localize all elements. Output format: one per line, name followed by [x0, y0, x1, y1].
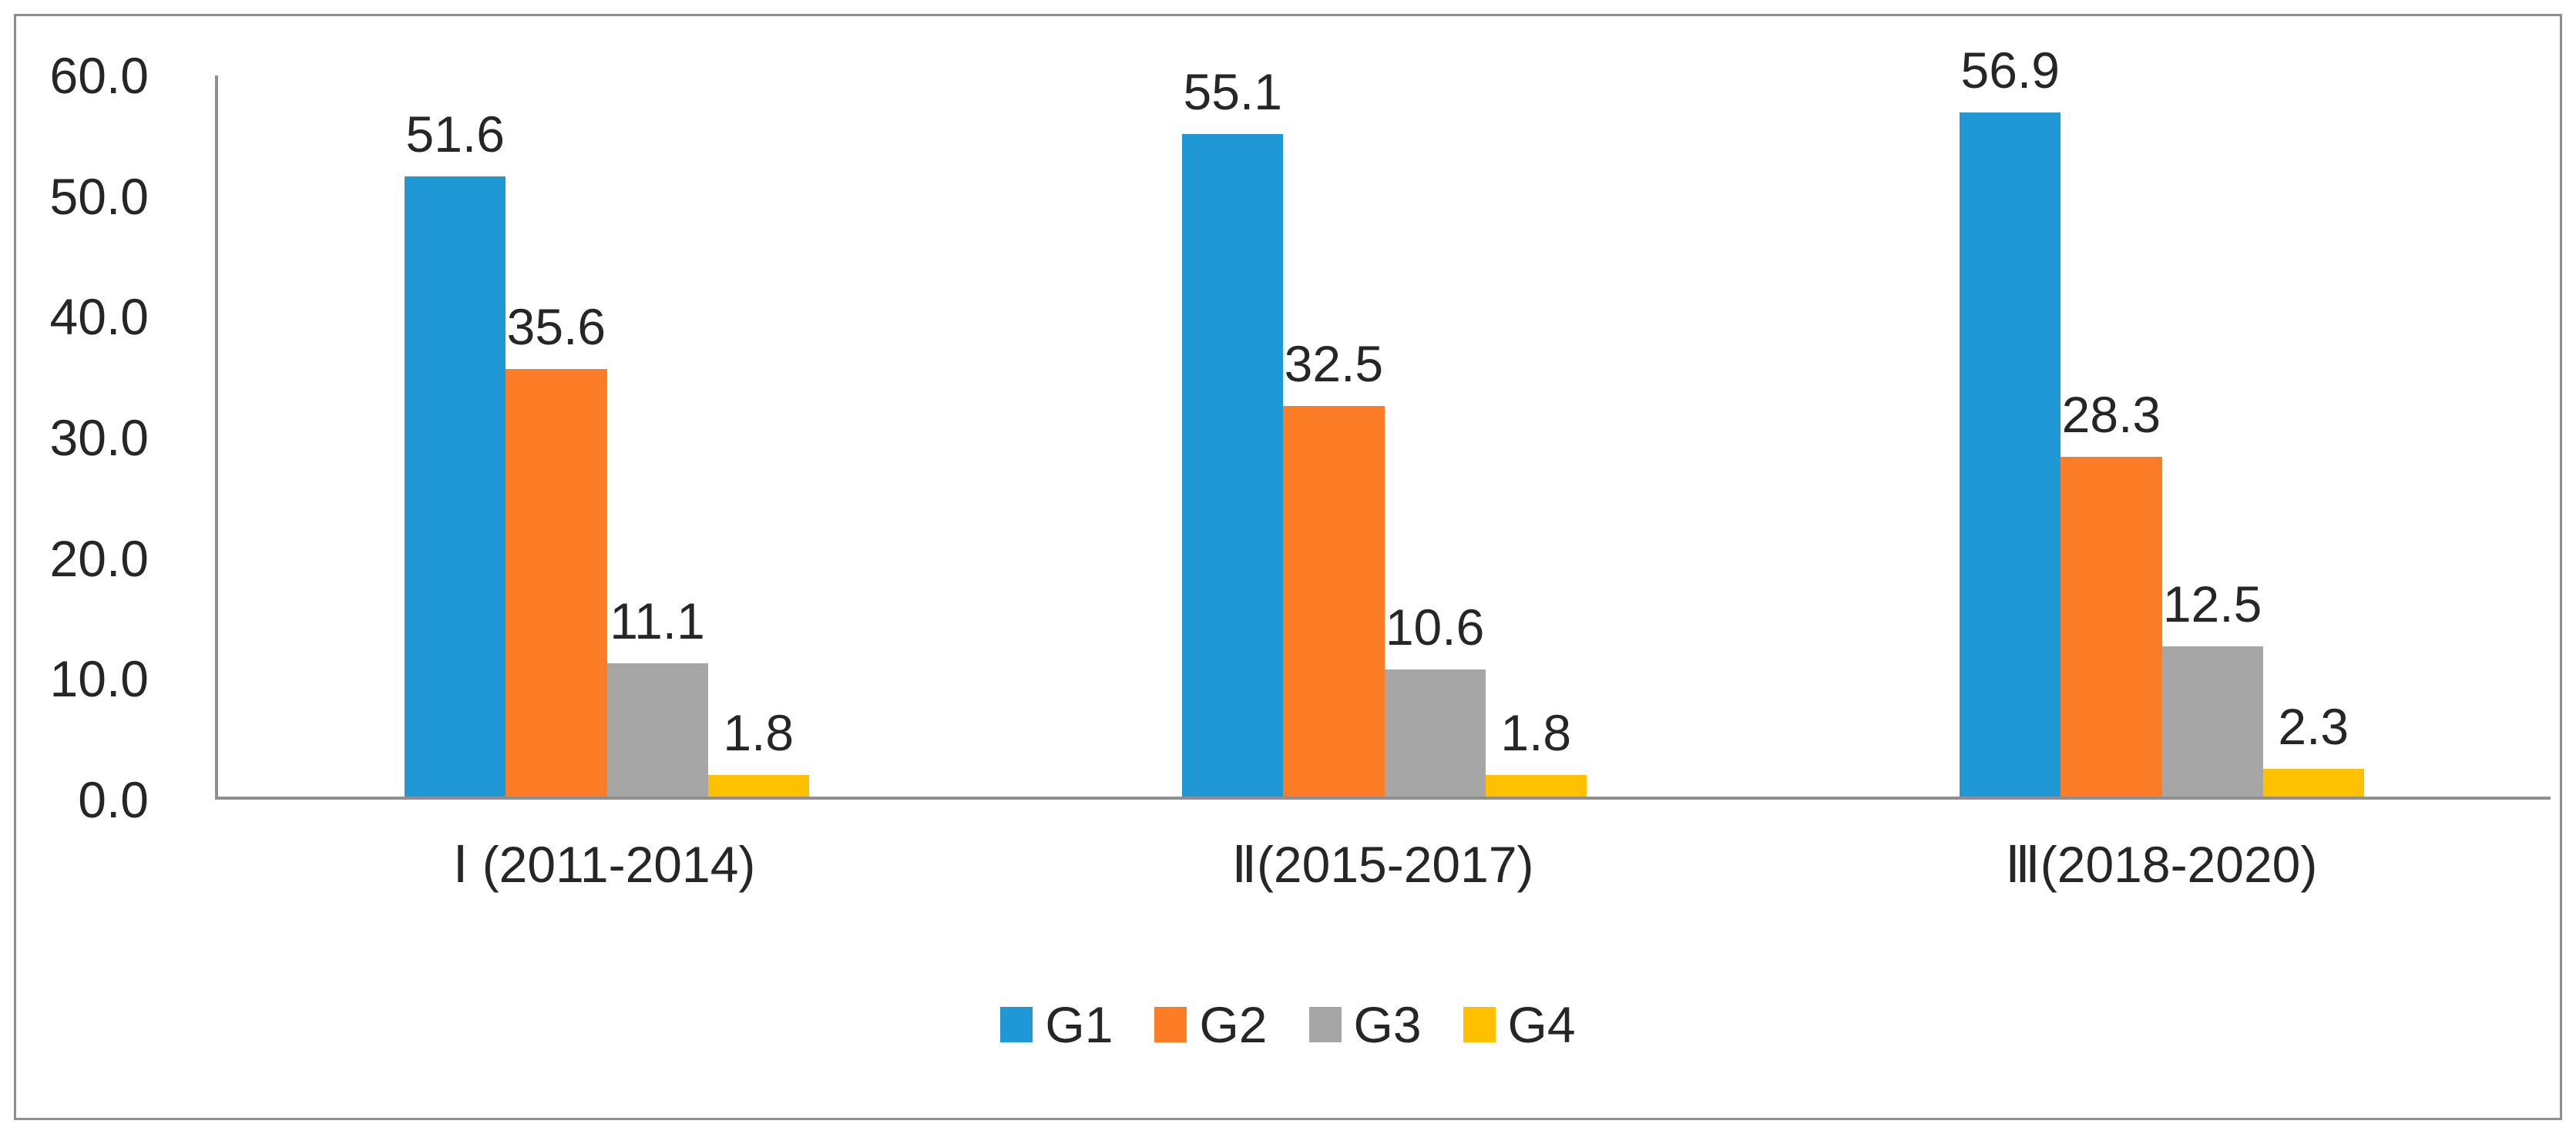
legend-item-g2: G2: [1154, 996, 1268, 1053]
legend-item-g3: G3: [1308, 996, 1422, 1053]
legend-label: G3: [1353, 996, 1422, 1053]
bar-g4-cat2: 1.8: [1485, 707, 1587, 797]
bar-value-label: 51.6: [405, 106, 505, 163]
bar-group-1: 51.6 35.6 11.1 1.8: [218, 75, 996, 797]
y-tick-label: 10.0: [49, 650, 149, 708]
legend-label: G1: [1045, 996, 1113, 1053]
bar-g4-cat3: 2.3: [2262, 701, 2364, 797]
bar-g3-cat2: 10.6: [1384, 602, 1486, 797]
bar-g3-cat1: 11.1: [606, 596, 708, 797]
bar-value-label: 1.8: [723, 703, 794, 761]
legend-label: G4: [1507, 996, 1576, 1053]
chart-figure: 60.0 50.0 40.0 30.0 20.0 10.0 0.0 51.6 35.6 11.1…: [14, 14, 2562, 1120]
category-label-3: Ⅲ(2018-2020): [2005, 836, 2318, 893]
bar-g1-cat2: 55.1: [1182, 66, 1284, 797]
y-tick-label: 0.0: [78, 771, 149, 828]
legend: G1 G2 G3 G4: [16, 999, 2560, 1050]
plot-area: 51.6 35.6 11.1 1.8 55.1 32.5 10.6 1.8 56.9 28.3 12…: [215, 45, 2551, 800]
bar-g4-cat1: 1.8: [707, 707, 809, 797]
bar-value-label: 56.9: [1960, 42, 2060, 99]
bar-g1-cat1: 51.6: [405, 109, 506, 797]
bar-value-label: 11.1: [610, 592, 705, 649]
bar-value-label: 35.6: [506, 297, 606, 355]
bar-value-label: 10.6: [1385, 598, 1485, 656]
bar-value-label: 28.3: [2061, 385, 2161, 443]
bar-value-label: 2.3: [2278, 698, 2349, 756]
bar-g2-cat1: 35.6: [505, 301, 607, 797]
y-tick-label: 60.0: [49, 47, 149, 104]
x-axis: Ⅰ (2011-2014) Ⅱ(2015-2017) Ⅲ(2018-2020): [215, 836, 2551, 894]
bar-g1-cat3: 56.9: [1960, 45, 2061, 797]
legend-swatch-g4: [1463, 1007, 1496, 1042]
legend-swatch-g1: [1000, 1007, 1033, 1042]
y-tick-label: 50.0: [49, 167, 149, 225]
y-tick-label: 40.0: [49, 288, 149, 346]
legend-label: G2: [1199, 996, 1268, 1053]
bar-value-label: 55.1: [1183, 63, 1282, 121]
y-tick-label: 20.0: [49, 529, 149, 587]
bar-group-3: 56.9 28.3 12.5 2.3: [1773, 45, 2551, 797]
legend-item-g1: G1: [1000, 999, 1113, 1050]
category-label-2: Ⅱ(2015-2017): [1231, 836, 1534, 893]
legend-swatch-g2: [1154, 1007, 1187, 1042]
y-tick-label: 30.0: [49, 409, 149, 466]
legend-swatch-g3: [1308, 1007, 1342, 1042]
bar-value-label: 12.5: [2162, 575, 2262, 632]
legend-item-g4: G4: [1463, 999, 1576, 1050]
bar-value-label: 1.8: [1500, 703, 1572, 761]
category-label-1: Ⅰ (2011-2014): [452, 836, 756, 893]
bar-g2-cat3: 28.3: [2060, 389, 2162, 797]
bar-g2-cat2: 32.5: [1283, 338, 1385, 797]
bar-group-2: 55.1 32.5 10.6 1.8: [996, 66, 1773, 797]
bar-g3-cat3: 12.5: [2161, 579, 2263, 797]
bar-value-label: 32.5: [1284, 335, 1384, 392]
